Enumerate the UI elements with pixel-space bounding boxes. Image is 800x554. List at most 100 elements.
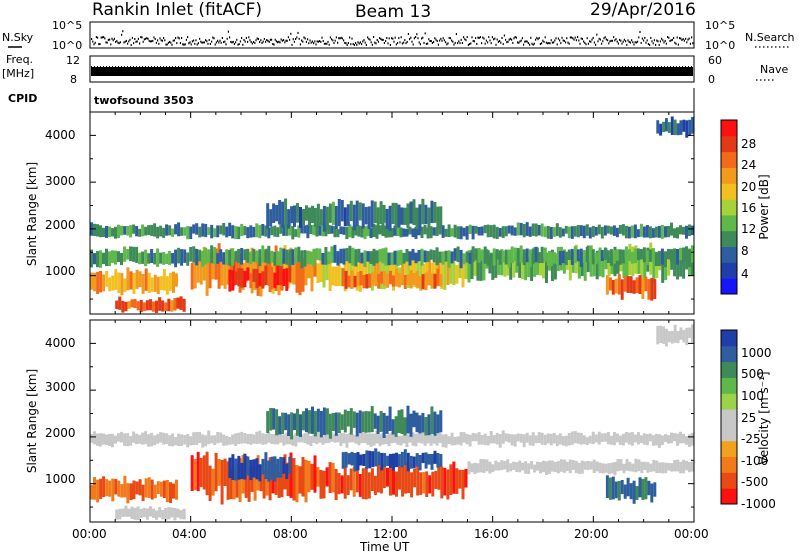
nsky-sample	[561, 36, 563, 39]
data-cell-6	[424, 452, 428, 469]
data-cell-8	[635, 486, 639, 500]
freq-sample	[508, 66, 509, 67]
data-cell-10	[534, 246, 538, 263]
data-cell-10	[345, 248, 349, 262]
data-cell-10	[207, 249, 211, 263]
data-cell-5	[361, 257, 365, 285]
data-cell-0	[447, 436, 451, 445]
nsky-sample	[104, 37, 106, 40]
data-cell-3	[220, 256, 224, 286]
nsky-sample	[496, 38, 498, 41]
xtick-0: 00:00	[72, 527, 107, 541]
data-cell-0	[447, 224, 451, 237]
nsky-sample	[351, 37, 353, 40]
data-cell-0	[414, 433, 418, 447]
data-cell-3	[217, 243, 221, 289]
nsky-sample	[257, 38, 259, 40]
data-cell-1	[138, 479, 142, 496]
data-cell-5	[386, 467, 389, 487]
data-cell-0	[411, 432, 415, 446]
nsky-sample	[239, 40, 241, 43]
data-cell-10	[621, 249, 625, 264]
data-cell-0	[243, 433, 247, 444]
data-cell-0	[660, 225, 664, 239]
freq-sample	[394, 66, 395, 67]
data-cell-4	[288, 266, 292, 282]
data-cell-0	[399, 435, 403, 446]
data-cell-6	[439, 273, 443, 287]
freq-sample	[154, 66, 155, 67]
data-cell-0	[216, 432, 220, 444]
data-cell-9	[364, 206, 368, 225]
freq-sample	[223, 66, 224, 67]
data-cell-3	[265, 248, 269, 283]
data-cell-10	[192, 246, 196, 263]
data-cell-0	[375, 430, 379, 444]
data-cell-0	[237, 226, 241, 240]
data-cell-10	[165, 253, 169, 264]
freq-sample	[124, 66, 125, 67]
freq-sample	[655, 66, 656, 67]
vel-cbar-tick-500: 500	[741, 367, 764, 381]
nsky-sample	[137, 37, 139, 40]
nsky-sample	[145, 37, 147, 40]
data-cell-1	[126, 483, 130, 504]
data-cell-6	[397, 272, 401, 288]
data-cell-6	[386, 273, 390, 288]
data-cell-10	[570, 248, 574, 265]
data-cell-10	[327, 251, 331, 265]
data-cell-10	[135, 246, 139, 263]
data-cell-5	[452, 461, 456, 494]
data-cell-9	[346, 204, 350, 226]
data-cell-0	[102, 433, 105, 445]
data-cell-0	[453, 224, 457, 238]
data-cell-2	[179, 510, 183, 520]
data-cell-10	[162, 252, 166, 265]
data-cell-1	[135, 269, 139, 289]
nsky-sample	[277, 41, 279, 44]
nsky-sample	[569, 36, 571, 39]
data-cell-0	[216, 225, 220, 238]
data-cell-4	[261, 271, 265, 289]
nsky-sample	[531, 42, 533, 45]
data-cell-0	[402, 228, 406, 237]
data-cell-0	[627, 432, 631, 445]
data-cell-0	[531, 223, 535, 236]
freq-sample	[295, 66, 296, 67]
nsky-sample	[419, 43, 421, 46]
freq-sample	[460, 66, 461, 67]
freq-sample	[367, 66, 368, 67]
colorbar-swatch	[721, 409, 737, 426]
data-cell-0	[591, 431, 595, 445]
data-cell-0	[288, 223, 292, 236]
data-cell-0	[168, 435, 172, 447]
freq-sample	[628, 66, 629, 67]
data-cell-7	[664, 462, 668, 474]
data-cell-7	[598, 247, 602, 277]
velocity-colorbar-frame	[720, 329, 738, 505]
freq-sample	[307, 66, 308, 67]
data-cell-7	[652, 251, 656, 283]
data-cell-0	[264, 433, 268, 445]
data-cell-5	[422, 472, 426, 494]
freq-sample	[220, 66, 221, 67]
nsky-sample	[371, 43, 373, 46]
freq-sample	[682, 66, 683, 67]
data-cell-5	[455, 264, 459, 284]
data-cell-7	[542, 257, 545, 279]
data-cell-0	[123, 226, 127, 235]
data-cell-9	[355, 412, 359, 437]
data-cell-10	[688, 249, 691, 267]
data-cell-2	[121, 300, 125, 313]
data-cell-9	[319, 410, 323, 438]
data-cell-0	[522, 434, 526, 448]
data-cell-2	[115, 509, 119, 520]
data-cell-0	[291, 226, 295, 240]
data-cell-0	[630, 431, 634, 446]
data-cell-9	[382, 205, 386, 223]
freq-sample	[565, 66, 566, 67]
data-cell-7	[506, 459, 510, 473]
data-cell-5	[358, 474, 362, 497]
nave-tick-bottom: 0	[708, 73, 715, 86]
data-cell-6	[350, 451, 354, 466]
